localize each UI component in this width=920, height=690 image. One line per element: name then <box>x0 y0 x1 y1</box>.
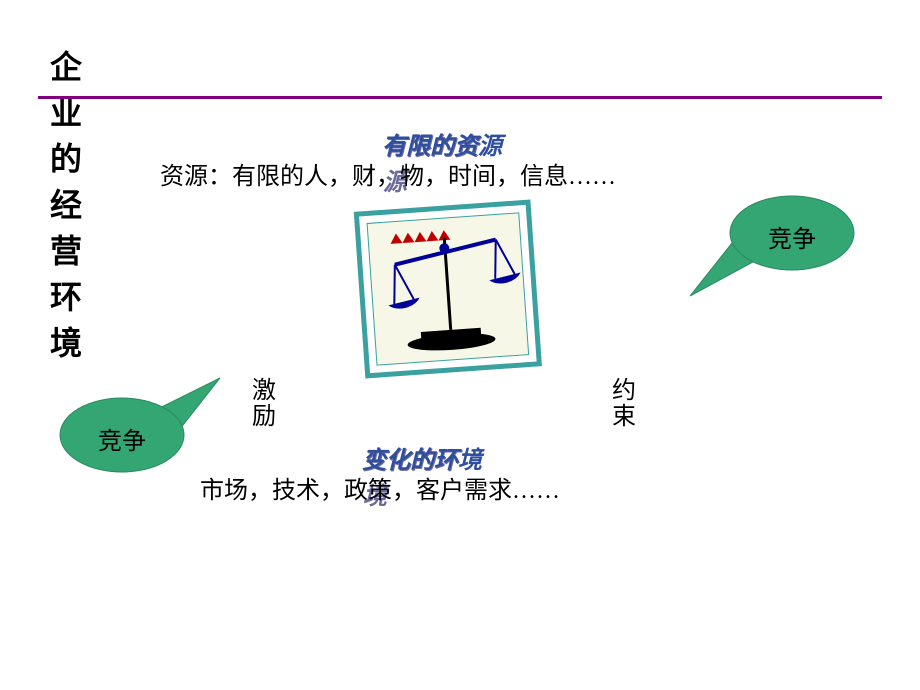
vert-left-1: 激 <box>252 378 276 404</box>
vert-left-2: 励 <box>252 404 276 430</box>
body-bottom: 市场，技术，政策，客户需求…… <box>200 470 560 505</box>
body-top: 资源：有限的人，财，物，时间，信息…… <box>160 156 616 191</box>
page-title: 企业的经营环境 <box>50 42 82 364</box>
vert-right: 约 束 <box>612 378 636 431</box>
slide: 企业的经营环境 有限的资源 有限的资源 资源：有限的人，财，物，时间，信息…… <box>0 0 920 690</box>
vert-left: 激 励 <box>252 378 276 431</box>
callout-left-label: 竞争 <box>60 421 184 456</box>
scale-illustration <box>348 198 548 384</box>
title-underline <box>38 96 882 99</box>
callout-right-label: 竞争 <box>730 219 854 254</box>
callout-right: 竞争 <box>730 196 854 270</box>
scale-svg <box>348 198 548 384</box>
vert-right-1: 约 <box>612 378 636 404</box>
vert-right-2: 束 <box>612 404 636 430</box>
callout-left: 竞争 <box>60 398 184 472</box>
